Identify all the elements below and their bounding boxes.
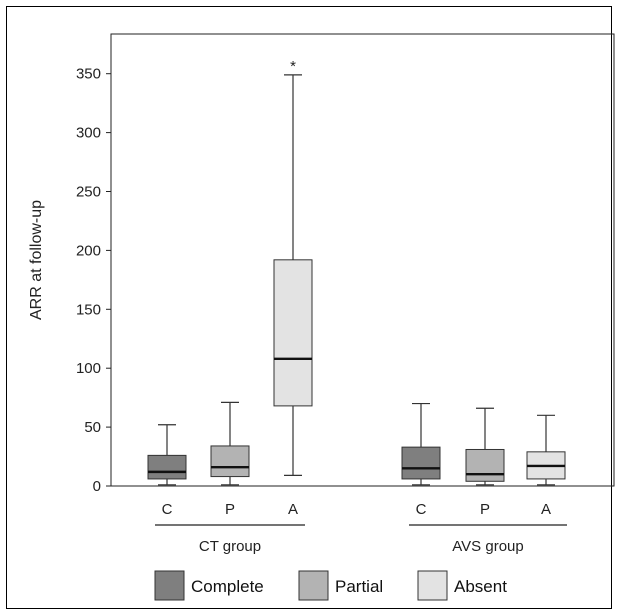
legend-label: Complete <box>191 577 264 596</box>
y-tick-label: 300 <box>76 125 101 142</box>
x-category-label: A <box>541 501 551 518</box>
box-iqr <box>465 448 505 482</box>
x-category-label: P <box>225 501 235 518</box>
box-iqr <box>210 445 250 478</box>
legend-label: Partial <box>335 577 383 596</box>
y-tick-label: 200 <box>76 242 101 259</box>
box-avs-group-a <box>526 414 566 486</box>
group-label: AVS group <box>452 538 523 555</box>
box-ct-group-a: * <box>273 58 313 476</box>
x-category-label: C <box>416 501 427 518</box>
y-tick-label: 100 <box>76 360 101 377</box>
box-ct-group-c <box>147 424 187 486</box>
plot-area <box>110 33 615 487</box>
legend-swatch <box>154 570 185 601</box>
box-iqr <box>273 259 313 407</box>
box-iqr <box>147 454 187 480</box>
y-tick-label: 350 <box>76 66 101 83</box>
legend-swatch <box>298 570 329 601</box>
legend: Complete Partial Absent <box>154 570 507 601</box>
box-avs-group-p <box>465 407 505 486</box>
group-label: CT group <box>199 538 261 555</box>
y-tick-label: 50 <box>84 419 101 436</box>
x-category-label: A <box>288 501 298 518</box>
box-avs-group-c <box>401 402 441 486</box>
y-tick-label: 0 <box>93 478 101 495</box>
y-tick-label: 150 <box>76 301 101 318</box>
legend-label: Absent <box>454 577 507 596</box>
y-axis-title: ARR at follow-up <box>28 200 45 320</box>
box-iqr <box>401 446 441 480</box>
box-ct-group-p <box>210 401 250 486</box>
y-tick-label: 250 <box>76 184 101 201</box>
legend-swatch <box>417 570 448 601</box>
x-category-label: P <box>480 501 490 518</box>
significance-marker: * <box>290 58 296 75</box>
x-category-label: C <box>162 501 173 518</box>
